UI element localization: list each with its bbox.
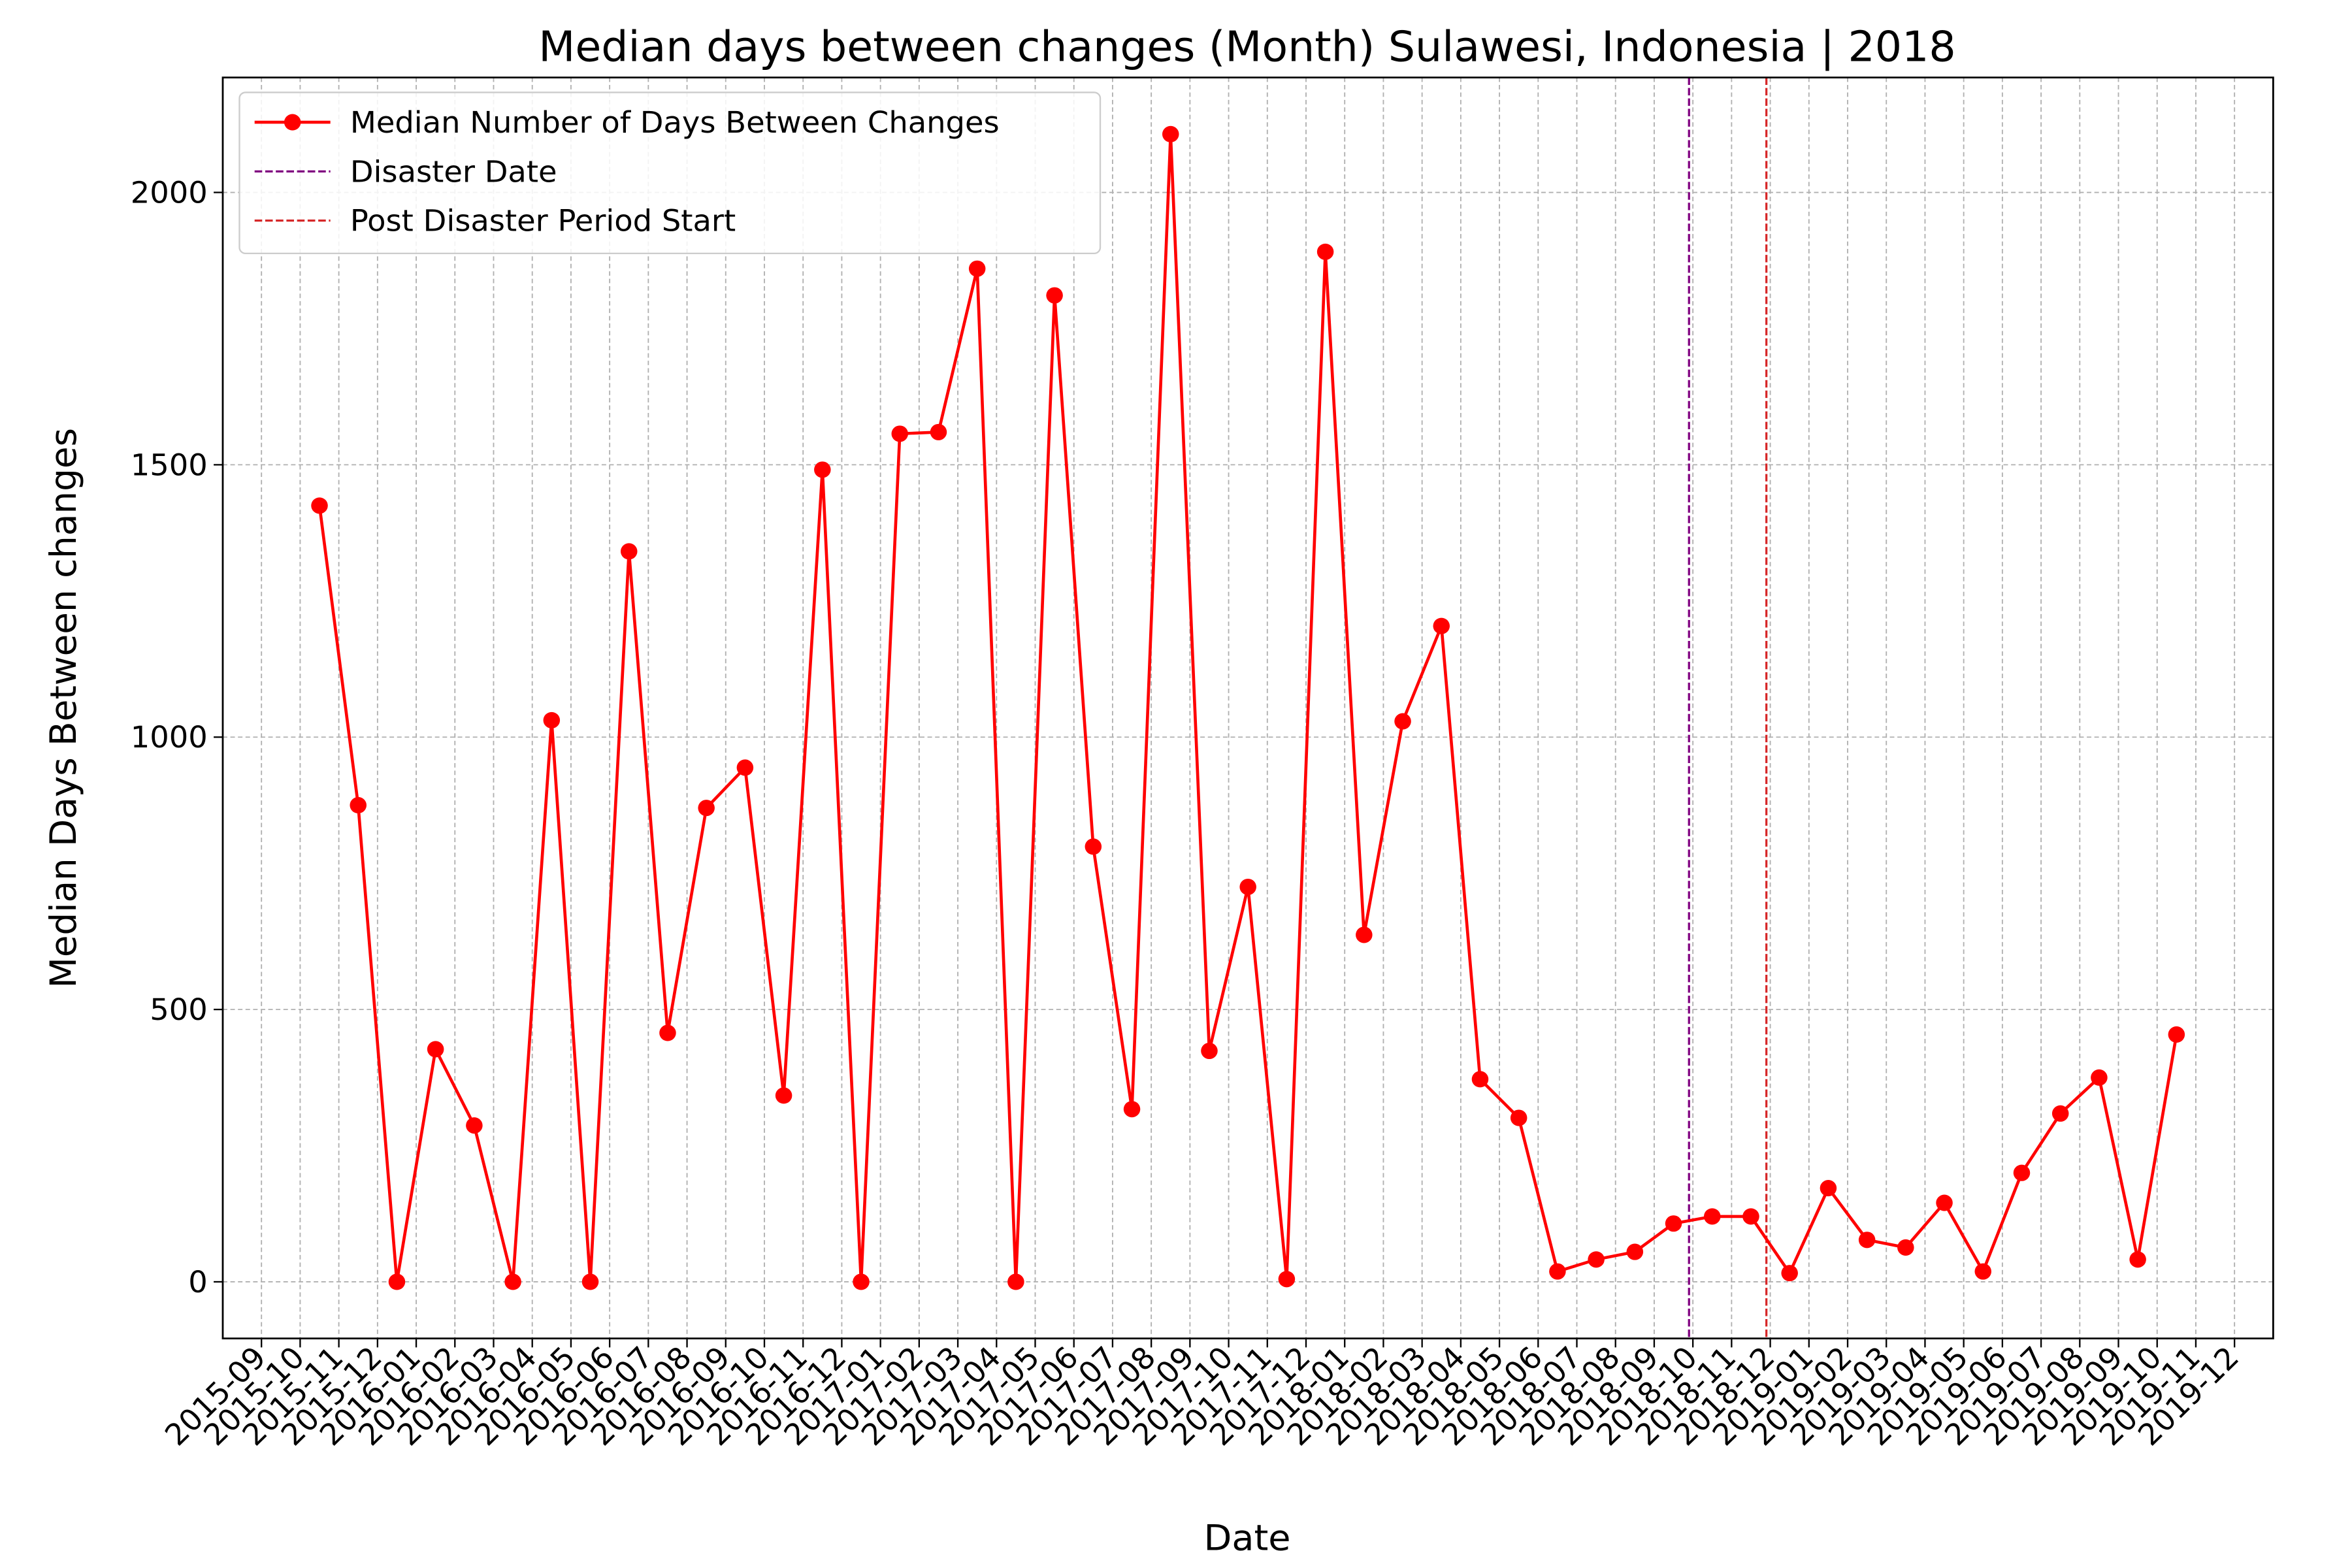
data-point bbox=[1201, 1042, 1218, 1060]
data-point bbox=[1278, 1271, 1296, 1288]
data-point bbox=[2168, 1026, 2185, 1043]
data-point bbox=[698, 800, 715, 817]
data-point bbox=[736, 759, 754, 776]
data-point bbox=[891, 425, 909, 442]
legend-label: Post Disaster Period Start bbox=[350, 203, 736, 238]
data-point bbox=[1936, 1194, 1953, 1211]
legend: Median Number of Days Between Changes Dis… bbox=[238, 91, 1102, 254]
data-point bbox=[930, 423, 947, 440]
grid bbox=[222, 77, 2274, 1339]
chart-title: Median days between changes (Month) Sula… bbox=[538, 23, 1955, 71]
data-point bbox=[1471, 1071, 1489, 1088]
ticks: 05001000150020002015-092015-102015-11201… bbox=[131, 175, 2246, 1452]
data-point bbox=[1085, 838, 1102, 855]
data-point bbox=[543, 711, 561, 728]
axes-frame bbox=[221, 76, 2274, 1340]
data-line bbox=[318, 134, 2178, 1282]
legend-marker bbox=[284, 114, 301, 131]
x-axis-label: Date bbox=[1203, 1518, 1290, 1559]
data-point bbox=[1356, 926, 1373, 943]
data-point bbox=[1394, 713, 1411, 730]
data-point bbox=[427, 1041, 444, 1058]
data-point bbox=[1781, 1265, 1798, 1282]
data-point bbox=[2129, 1251, 2146, 1268]
y-tick-label: 1500 bbox=[131, 448, 208, 483]
data-point bbox=[775, 1087, 792, 1104]
plot bbox=[311, 77, 2185, 1339]
data-point bbox=[311, 497, 328, 514]
data-point bbox=[853, 1273, 870, 1290]
data-point bbox=[2013, 1164, 2031, 1181]
data-point bbox=[814, 461, 831, 478]
data-point bbox=[2051, 1105, 2069, 1122]
data-point bbox=[581, 1273, 599, 1290]
data-point bbox=[1626, 1243, 1644, 1260]
y-tick-label: 500 bbox=[150, 992, 208, 1027]
data-point bbox=[350, 796, 367, 814]
data-point bbox=[1316, 243, 1334, 260]
data-point bbox=[1858, 1232, 1876, 1249]
data-point bbox=[1974, 1263, 1992, 1280]
y-tick-label: 1000 bbox=[131, 720, 208, 755]
y-axis-label: Median Days Between changes bbox=[43, 428, 86, 988]
data-point bbox=[1588, 1251, 1605, 1268]
data-point bbox=[1820, 1180, 1837, 1197]
legend-box bbox=[238, 91, 1102, 254]
data-point bbox=[1046, 287, 1063, 304]
legend-label: Disaster Date bbox=[350, 154, 557, 189]
data-point bbox=[1007, 1273, 1024, 1290]
data-point bbox=[1704, 1208, 1721, 1225]
data-point bbox=[659, 1024, 676, 1041]
data-point bbox=[2091, 1069, 2108, 1086]
data-point bbox=[1742, 1208, 1759, 1225]
data-point bbox=[968, 260, 986, 277]
data-point bbox=[388, 1273, 406, 1290]
data-point bbox=[1239, 878, 1256, 896]
data-point bbox=[620, 543, 638, 560]
data-point bbox=[1510, 1109, 1527, 1126]
data-point bbox=[466, 1117, 483, 1134]
y-tick-label: 0 bbox=[188, 1264, 208, 1299]
data-point bbox=[1123, 1101, 1141, 1118]
data-point bbox=[1549, 1263, 1566, 1280]
data-point bbox=[1665, 1215, 1682, 1232]
legend-label: Median Number of Days Between Changes bbox=[350, 105, 1000, 140]
data-point bbox=[1897, 1239, 1914, 1256]
data-point bbox=[1162, 125, 1179, 142]
y-tick-label: 2000 bbox=[131, 175, 208, 210]
data-point bbox=[1433, 617, 1450, 634]
data-point bbox=[504, 1273, 521, 1290]
